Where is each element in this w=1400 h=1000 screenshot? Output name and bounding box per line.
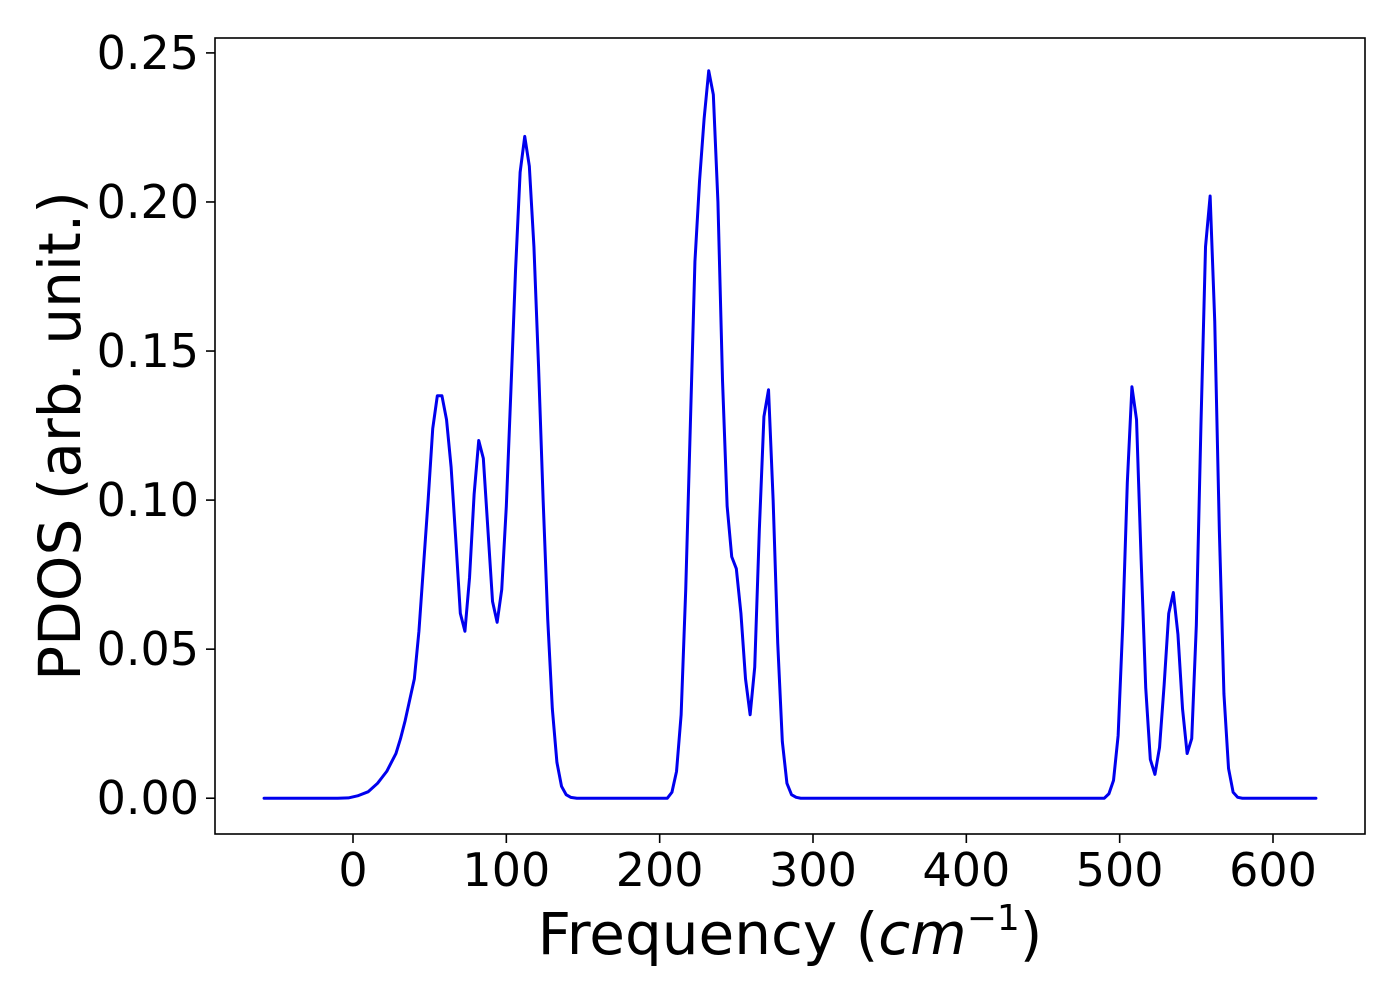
y-tick-label: 0.15	[97, 324, 199, 378]
y-tick-label: 0.10	[97, 473, 199, 527]
plot-frame	[214, 37, 1366, 835]
x-axis-unit: cm	[878, 900, 966, 968]
x-tick-label: 0	[338, 843, 367, 897]
x-tick-label: 400	[922, 843, 1010, 897]
x-tick-label: 300	[769, 843, 857, 897]
x-tick-label: 600	[1229, 843, 1317, 897]
x-axis-label: Frequency (cm−1)	[538, 898, 1043, 968]
x-axis-ticks: 0 100 200 300 400 500 600	[338, 834, 1317, 897]
y-tick-label: 0.25	[97, 26, 199, 80]
x-axis-label-text: Frequency	[538, 900, 838, 968]
y-tick-label: 0.05	[97, 622, 199, 676]
y-axis-ticks: 0.00 0.05 0.10 0.15 0.20 0.25	[97, 26, 215, 825]
x-tick-label: 500	[1076, 843, 1164, 897]
x-axis-unit-exponent: −1	[967, 898, 1020, 939]
x-tick-label: 200	[616, 843, 704, 897]
y-axis-label: PDOS (arb. unit.)	[26, 191, 94, 681]
x-tick-label: 100	[462, 843, 550, 897]
pdos-series-line	[262, 69, 1318, 800]
y-tick-label: 0.20	[97, 175, 199, 229]
y-tick-label: 0.00	[97, 771, 199, 825]
